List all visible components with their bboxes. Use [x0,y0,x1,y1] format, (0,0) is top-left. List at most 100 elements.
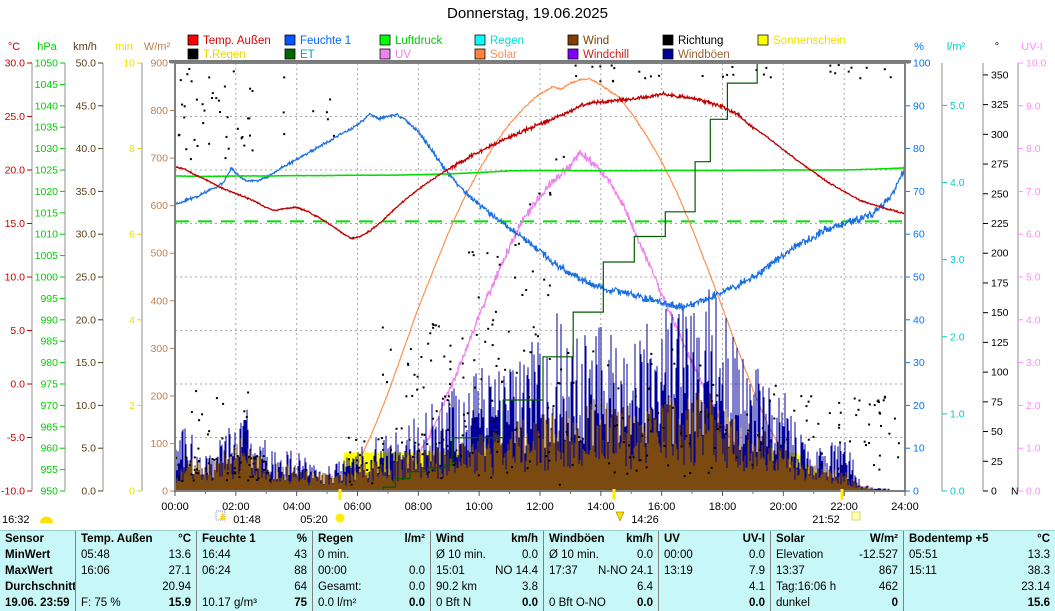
legend-swatch-Luftdruck [379,34,391,46]
tick-label: 250 [991,188,1009,200]
axis-temp: 30.0 25.0 20.0 15.0 10.0 5.0 0.0 -5.0 -10.0 °C [1,41,33,498]
legend-label: UV [395,49,411,61]
axis-sun-tick [840,489,844,500]
cell-left: Durchschnitt [5,581,75,593]
tick-label: 1005 [35,250,59,262]
data-row-1: 17:37 N-NO 24.1 [544,563,658,579]
weather-day-chart: Temp. Außen Feuchte 1 Luftdruck Regen Wind Ri… [1,34,1047,526]
x-tick-label: 02:00 [222,501,250,513]
cell-value: 13.3 [1027,549,1050,561]
axis-header: % [914,41,924,53]
cell-left: 10.17 g/m³ [202,597,257,609]
sun-moon-times: 16:32 01:48 05:20 14:26 21:52 [2,489,861,526]
cell-value: 23.14 [1021,581,1050,593]
data-row-0: Ø 10 min. 0.0 [544,547,658,563]
legend-label: Solar [490,49,517,61]
tick-label: 200 [991,248,1009,260]
tick-label: 985 [40,336,58,348]
stats-col-Bodentemp +5: Bodentemp +5 °C 05:51 13.3 15:11 38.3 23.14 15.… [903,531,1055,611]
tick-label: 100 [150,438,168,450]
tick-label: 35.0 [76,186,97,198]
data-row-1: 15:11 38.3 [904,563,1055,579]
legend-label: Windchill [583,49,629,61]
axis-header: min [115,41,133,53]
cell-value: 0.0 [522,597,538,609]
cell-value: 13.6 [168,549,191,561]
cell-left: 19.06. 23:59 [5,597,70,609]
tick-label: 350 [991,69,1009,81]
chart-series [175,63,905,491]
tick-label: 175 [991,277,1009,289]
cell-left: 16:44 [202,549,231,561]
data-row-1: 06:24 88 [197,563,312,579]
tick-label: 275 [991,159,1009,171]
data-row-0: Ø 10 min. 0.0 [431,547,543,563]
data-row-0: Elevation -12.527 [771,547,903,563]
tick-label: 970 [40,400,58,412]
tick-label: 100 [913,58,931,70]
data-row-3: 0.0 [659,595,770,611]
tick-label: 800 [150,105,168,117]
legend-swatch-Regen [474,34,486,46]
x-tick-label: 22:00 [830,501,858,513]
data-row-0: 00:00 0.0 [659,547,770,563]
legend-label: Luftdruck [395,35,443,47]
cell-left: Ø 10 min. [436,549,486,561]
x-tick-label: 24:00 [891,501,919,513]
tick-label: 1035 [35,122,59,134]
col-header: Solar W/m² [771,531,903,547]
cell-left: 05:48 [81,549,110,561]
axis-uvi: 10.0 9.0 8.0 7.0 6.0 5.0 4.0 3.0 2.0 1.0 0.0 UV-I [1017,41,1047,498]
cell-left: Regen [318,533,354,545]
row-label-2: MaxWert [0,563,75,579]
tick-label: 1050 [35,58,59,70]
legend-swatch-Wind [567,34,579,46]
axis-lm2: 5.0 4.0 3.0 2.0 1.0 0.0 l/m² [941,41,966,498]
cell-value: 75 [294,597,307,609]
tick-label: 0.0 [10,379,25,391]
cell-value: 462 [878,581,898,593]
stats-col-UV: UV UV-I 00:00 0.0 13:19 7.9 4.1 0.0 [658,531,770,611]
x-tick-label: 08:00 [405,501,433,513]
tick-label: 25.0 [5,111,26,123]
legend-swatch-UV [379,48,391,60]
series-solar [337,77,841,491]
tick-label: 225 [991,218,1009,230]
page-title: Donnerstag, 19.06.2025 [447,5,608,22]
stats-table: Sensor MinWert MaxWert Durchschnitt 19.06. 2… [0,530,1055,611]
cell-left: Tag:16:06 h [776,581,837,593]
legend-label: ET [300,49,315,61]
data-row-2: 20.94 [76,579,196,595]
axis-header: l/m² [947,41,966,53]
tick-label: 125 [991,337,1009,349]
tick-label: 1.0 [950,408,965,420]
tick-label: 5.0 [1026,272,1041,284]
row-label-3: Durchschnitt [0,579,75,595]
stats-col-Solar: Solar W/m² Elevation -12.527 13:37 867 Tag:16:… [770,531,903,611]
cell-left: 16:06 [81,565,110,577]
col-header: Temp. Außen °C [76,531,196,547]
tick-label: 0 [991,486,997,498]
legend-label: Regen [490,35,524,47]
axis-kmh: 50.0 45.0 40.0 35.0 30.0 25.0 20.0 15.0 10.0 5.0 0… [73,41,104,498]
cell-left: Windböen [549,533,605,545]
cell-left: MinWert [5,549,51,561]
tick-label: 980 [40,357,58,369]
stats-col-Regen: Regen l/m² 0 min. 00:00 0.0 Gesamt: 0.0 0.0 l/m… [312,531,430,611]
tick-label: 10 [913,443,925,455]
tick-label: 150 [991,307,1009,319]
tick-label: 50 [991,426,1003,438]
cell-value: -12.527 [858,549,898,561]
data-row-2: 6.4 [544,579,658,595]
legend-swatch-Windböen [662,48,674,60]
cell-left: MaxWert [5,565,53,577]
tick-label: 30 [913,357,925,369]
data-row-1: 16:06 27.1 [76,563,196,579]
cell-value: km/h [626,533,653,545]
tick-label: 7.0 [1026,186,1041,198]
legend-swatch-ET [284,48,296,60]
cell-value: % [296,533,307,545]
tick-label: 1025 [35,165,59,177]
data-row-2: 90.2 km 3.8 [431,579,543,595]
